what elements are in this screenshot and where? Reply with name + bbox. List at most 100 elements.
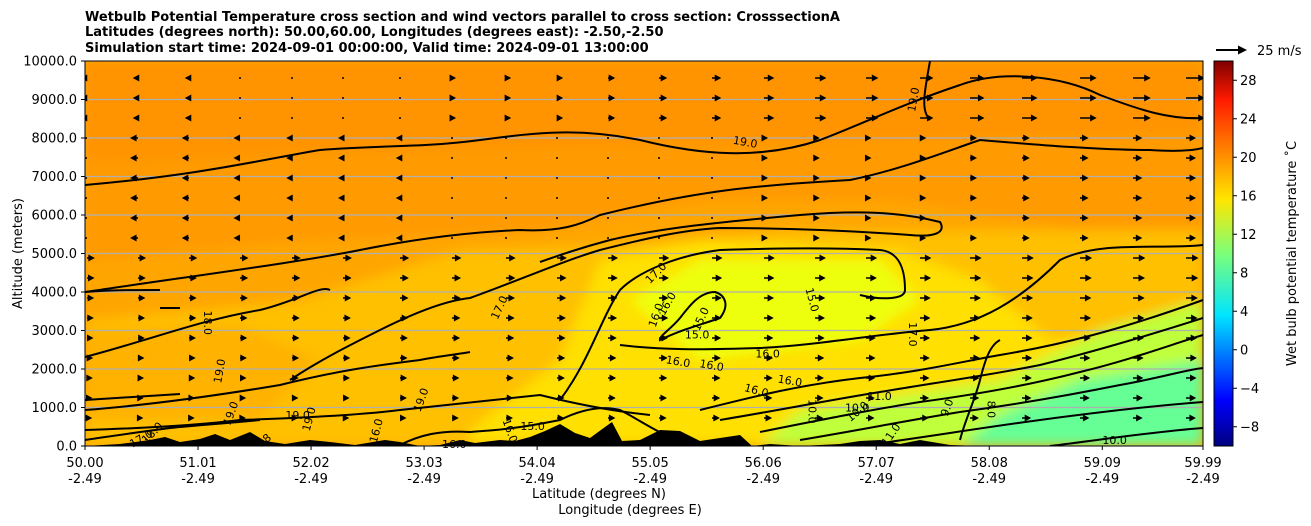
wind-vector [608,294,618,302]
wind-vector [1186,94,1203,102]
x-axis-label-latitude: Latitude (degrees N) [532,487,666,502]
wind-vector [188,374,196,382]
wind-vector [764,314,774,322]
x-axis-label-longitude: Longitude (degrees E) [558,503,702,518]
wind-vector [1186,394,1197,402]
wind-vector [337,214,345,222]
wind-vector [85,237,87,239]
wind-vector [239,97,241,99]
wind-vector [505,177,507,179]
wind-vector [292,274,301,282]
x-tick-label-lon: -2.49 [1186,472,1220,487]
wind-vector [866,74,879,82]
x-tick-label-lat: 51.01 [179,456,216,471]
wind-vector [659,334,668,342]
wind-vector [866,274,877,282]
wind-vector [1022,154,1030,162]
wind-vector [764,334,774,342]
wind-vector [608,354,617,362]
field-region-top-band [85,61,1203,160]
contour-label: 10.0 [1102,434,1127,447]
wind-vector [1133,414,1143,422]
contour-label: 8.0 [984,401,997,419]
wind-vector [395,154,403,162]
wind-vector [813,234,820,242]
wind-vector [557,254,567,262]
colorbar: −8 −4 0 4 8 12 16 20 24 28 Wet bulb potential tem… [1213,60,1300,447]
wind-vector [711,137,713,139]
wind-vector [864,174,872,182]
wind-vector [815,274,826,282]
wind-vector [343,274,352,282]
wind-vector [87,254,95,262]
wind-vector [233,214,241,222]
wind-vector [864,194,872,202]
x-tick-label-lat: 56.06 [745,456,782,471]
contour-label: 19.0 [300,406,319,433]
wind-vector [451,177,453,179]
wind-vector [1022,74,1038,82]
wind-vector [556,137,558,139]
wind-vector [452,334,461,342]
wind-vector [1080,394,1090,402]
y-tick-label: 4000.0 [32,286,78,301]
wind-vector [400,274,409,282]
colorbar-tick-label: 24 [1240,112,1257,127]
wind-vector [1080,94,1097,102]
wind-vector [556,237,558,239]
x-tick-label-lon: -2.49 [181,472,215,487]
contour-label: 10.0 [845,402,870,415]
contour-line-16-loop-b [619,244,1203,351]
wind-vector [1133,334,1144,342]
wind-vector [557,274,567,282]
wind-vector [970,114,985,122]
contour-line-16-loop [559,247,907,401]
wind-vector [970,414,979,422]
wind-vector [712,74,722,82]
wind-vector [85,157,87,159]
wind-vector [1133,174,1143,182]
wind-vector [970,94,985,102]
colorbar-gradient [1213,60,1234,447]
wind-vector [1186,354,1197,362]
x-tick-label-lon: -2.49 [1085,472,1119,487]
wind-vector [659,114,668,122]
wind-vector [85,137,87,139]
wind-vector [920,394,930,402]
contour-label: 17.0 [906,322,919,347]
x-tick-label-lon: -2.49 [746,472,780,487]
wind-vector [130,134,138,142]
wind-vector [1133,294,1145,302]
wind-vector [343,354,351,362]
contour-label: 10.0 [805,399,818,424]
wind-vector [1186,194,1197,202]
wind-vector [970,314,981,322]
wind-vector [659,74,668,82]
wind-vector [240,314,248,322]
wind-vector [712,94,722,102]
wind-vector [658,217,660,219]
wind-vector [1022,414,1032,422]
wind-vector [556,197,558,199]
wind-vector [137,374,145,382]
wind-vector [764,374,773,382]
wind-vector [181,134,189,142]
x-tick-label-lat: 57.07 [858,456,895,471]
wind-vector [764,294,775,302]
wind-vector [761,214,769,222]
wind-vector [181,214,189,222]
wind-vector [451,237,453,239]
wind-vector [1080,214,1089,222]
wind-vector [452,354,460,362]
wind-vector [1022,354,1033,362]
wind-vector [451,137,453,139]
wind-vector [970,254,982,262]
colorbar-tick-label: −4 [1240,382,1259,397]
wind-vector [86,374,93,382]
wind-vector [184,74,192,82]
wind-vector [970,234,977,242]
contour-line-left-17 [85,393,181,401]
wind-vector [505,217,507,219]
contour-line-19-upper [85,75,1203,186]
wind-vector [866,334,876,342]
